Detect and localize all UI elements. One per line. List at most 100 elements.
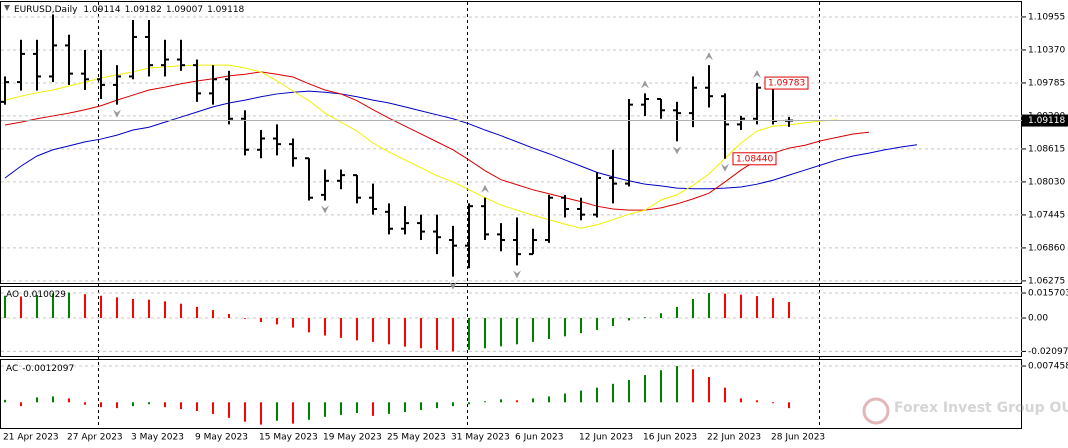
y-tick-label: 0.0074581: [1028, 362, 1068, 372]
y-tick-label: 1.06275: [1028, 276, 1065, 286]
y-tick-label: 1.06860: [1028, 243, 1065, 253]
histogram-bar: [20, 296, 22, 319]
fractal-up: [705, 52, 713, 61]
histogram-bar: [180, 303, 182, 319]
histogram-bar: [36, 294, 38, 319]
ac-panel-frame: [0, 359, 1022, 429]
histogram-bar: [436, 402, 438, 409]
y-tick-label: 1.10370: [1028, 45, 1065, 55]
histogram-bar: [612, 318, 614, 326]
y-tick-label: 1.08615: [1028, 144, 1065, 154]
histogram-bar: [52, 396, 54, 403]
histogram-bar: [404, 402, 406, 412]
price-panel-frame: [0, 1, 1022, 284]
histogram-bar: [308, 402, 310, 420]
fractal-up: [641, 80, 649, 89]
histogram-bar: [292, 402, 294, 424]
histogram-bar: [244, 318, 246, 319]
histogram-bar: [420, 402, 422, 411]
histogram-bar: [628, 318, 630, 321]
y-tick-label: 0.015703: [1028, 289, 1068, 299]
histogram-bar: [116, 297, 118, 319]
histogram-bar: [100, 295, 102, 319]
histogram-bar: [708, 377, 710, 403]
current-price-box: [1022, 114, 1068, 127]
histogram-bar: [692, 369, 694, 403]
histogram-bar: [644, 317, 646, 319]
x-tick-label: 12 Jun 2023: [579, 433, 633, 443]
histogram-bar: [516, 400, 518, 403]
histogram-bar: [36, 397, 38, 403]
histogram-bar: [20, 402, 22, 407]
symbol-icon: [4, 5, 10, 11]
histogram-bar: [500, 318, 502, 347]
histogram-bar: [420, 318, 422, 349]
histogram-bar: [276, 318, 278, 325]
histogram-bar: [788, 302, 790, 319]
y-tick-label: 0.00: [1028, 314, 1048, 324]
histogram-bar: [740, 398, 742, 403]
histogram-bar: [484, 401, 486, 403]
histogram-bar: [196, 402, 198, 412]
histogram-bar: [340, 402, 342, 415]
histogram-bar: [260, 402, 262, 425]
close-value: 1.09118: [207, 5, 244, 15]
histogram-bar: [660, 313, 662, 319]
watermark-text: Forex Invest Group OU: [894, 400, 1068, 416]
plot-layer: 1.109551.103701.097851.092001.086151.080…: [1, 12, 1068, 443]
histogram-bar: [772, 402, 774, 404]
fractal-down: [321, 205, 329, 214]
y-tick-label: 1.09785: [1028, 78, 1065, 88]
histogram-bar: [356, 318, 358, 341]
histogram-bar: [308, 318, 310, 333]
histogram-bar: [756, 296, 758, 319]
histogram-bar: [436, 318, 438, 350]
histogram-bar: [340, 318, 342, 338]
histogram-bar: [276, 402, 278, 421]
ac-title: AC: [6, 364, 18, 374]
histogram-bar: [372, 318, 374, 342]
indicator-line: [4, 71, 870, 211]
ac-current: -0.0012097: [22, 364, 74, 374]
low-value: 1.09007: [166, 5, 203, 15]
histogram-bar: [68, 398, 70, 403]
x-tick-label: 3 May 2023: [131, 433, 184, 443]
y-tick-label: 1.08030: [1028, 177, 1065, 187]
histogram-bar: [532, 318, 534, 342]
histogram-bar: [372, 402, 374, 416]
histogram-bar: [212, 402, 214, 414]
histogram-bar: [388, 318, 390, 345]
open-value: 1.09114: [83, 5, 120, 15]
histogram-bar: [100, 402, 102, 408]
indicator-line: [4, 64, 838, 229]
histogram-bar: [164, 402, 166, 408]
histogram-bar: [676, 306, 678, 319]
x-tick-label: 15 May 2023: [259, 433, 318, 443]
histogram-bar: [564, 318, 566, 337]
histogram-bar: [772, 298, 774, 319]
histogram-bar: [612, 383, 614, 403]
ao-header: AO 0.010029: [6, 290, 66, 300]
x-tick-label: 25 May 2023: [387, 433, 446, 443]
histogram-bar: [740, 294, 742, 319]
chart-header: EURUSD,Daily 1.09114 1.09182 1.09007 1.09118: [14, 5, 245, 15]
histogram-bar: [756, 400, 758, 403]
histogram-bar: [132, 298, 134, 319]
fractal-down: [513, 270, 521, 279]
histogram-bar: [452, 402, 454, 407]
price-label-box: [764, 76, 809, 90]
symbol: EURUSD,Daily: [14, 5, 78, 15]
histogram-bar: [580, 318, 582, 334]
histogram-bar: [724, 293, 726, 319]
x-tick-label: 31 May 2023: [451, 433, 510, 443]
x-tick-label: 28 Jun 2023: [771, 433, 825, 443]
histogram-bar: [116, 402, 118, 409]
histogram-bar: [548, 396, 550, 403]
histogram-bar: [388, 402, 390, 414]
y-tick-label: 1.07445: [1028, 210, 1065, 220]
ao-panel-frame: [0, 286, 1022, 357]
histogram-bar: [532, 398, 534, 403]
x-tick-label: 19 May 2023: [323, 433, 382, 443]
period-separators: [98, 2, 820, 429]
histogram-bar: [516, 318, 518, 345]
